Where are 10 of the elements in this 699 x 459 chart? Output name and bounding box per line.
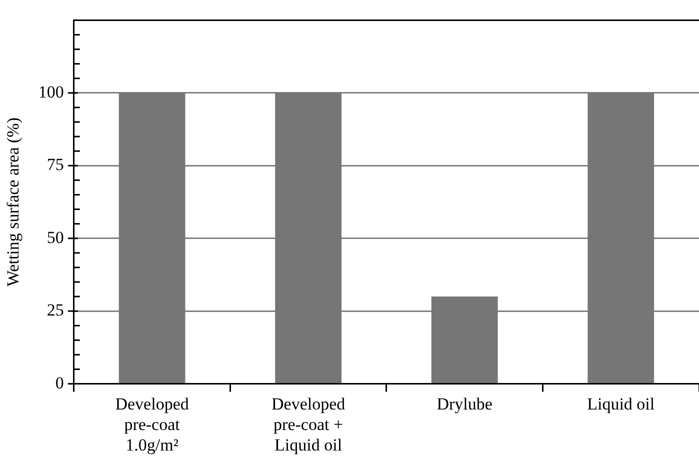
y-tick-label: 50 <box>46 228 64 247</box>
y-tick-label: 100 <box>38 82 64 102</box>
x-tick-label: Liquid oil <box>587 394 655 414</box>
x-tick-label: Developed pre-coat + Liquid oil <box>271 394 346 454</box>
y-axis-title: Wetting surface area (%) <box>4 117 23 287</box>
x-tick-label: Developed pre-coat 1.0g/m² <box>115 394 190 454</box>
y-tick-label: 0 <box>55 373 64 392</box>
y-tick-label: 25 <box>46 300 64 320</box>
x-tick-label: Drylube <box>436 394 492 414</box>
y-tick-label: 75 <box>46 155 64 174</box>
